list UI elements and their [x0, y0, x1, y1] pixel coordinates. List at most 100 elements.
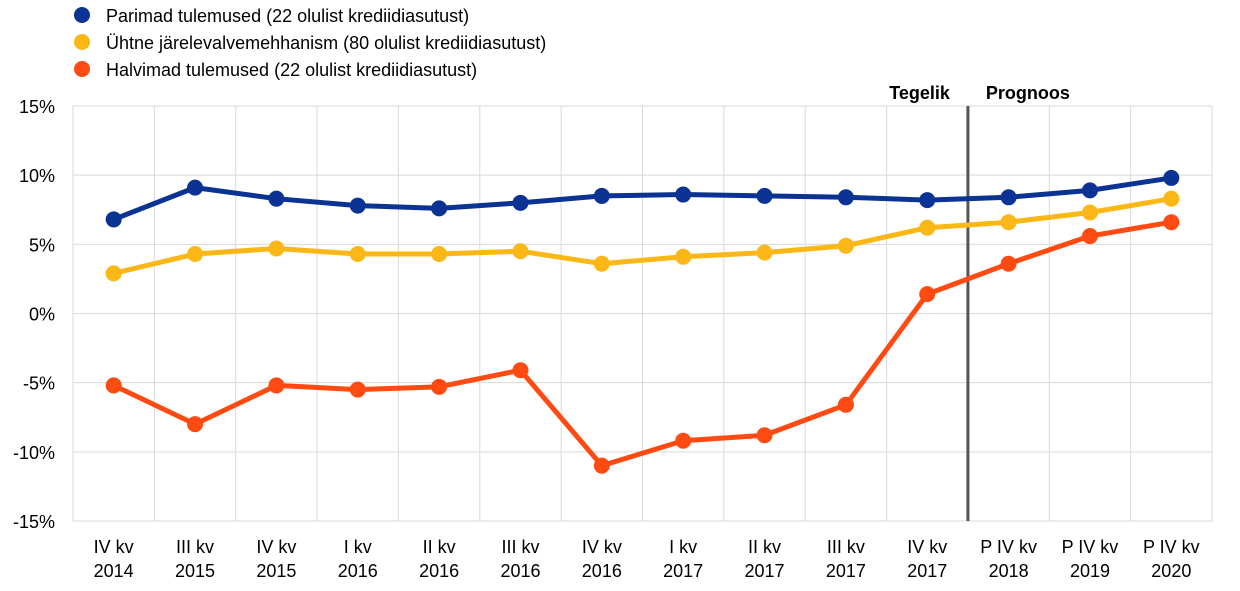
data-point: [349, 381, 366, 398]
series-group: [105, 169, 1180, 474]
data-point: [1081, 228, 1098, 245]
data-point: [593, 255, 610, 272]
data-point: [675, 248, 692, 265]
series-0: [105, 169, 1180, 228]
data-point: [1163, 190, 1180, 207]
x-tick-label: P IV kv: [1062, 537, 1119, 557]
x-tick-label: 2016: [500, 561, 540, 581]
data-point: [268, 190, 285, 207]
x-tick-label: 2014: [94, 561, 134, 581]
data-point: [919, 192, 936, 209]
data-point: [105, 265, 122, 282]
data-point: [593, 187, 610, 204]
period-label-forecast: Prognoos: [986, 83, 1070, 103]
x-tick-label: 2020: [1151, 561, 1191, 581]
x-tick-label: 2016: [582, 561, 622, 581]
x-tick-label: 2017: [745, 561, 785, 581]
data-point: [593, 457, 610, 474]
data-point: [1163, 214, 1180, 231]
data-point: [105, 211, 122, 228]
x-tick-label: IV kv: [582, 537, 622, 557]
x-tick-label: II kv: [423, 537, 456, 557]
period-label-actual: Tegelik: [889, 83, 951, 103]
data-point: [431, 246, 448, 263]
x-tick-label: III kv: [176, 537, 214, 557]
legend-marker-1: [74, 34, 90, 50]
legend-marker-2: [74, 61, 90, 77]
series-1: [105, 190, 1180, 282]
x-tick-label: IV kv: [94, 537, 134, 557]
y-axis-ticks: -15% -10% -5% 0% 5% 10% 15%: [13, 97, 55, 532]
x-tick-label: 2019: [1070, 561, 1110, 581]
data-point: [837, 396, 854, 413]
legend-label-2: Halvimad tulemused (22 olulist krediidia…: [106, 60, 477, 80]
x-tick-label: III kv: [827, 537, 865, 557]
x-tick-label: 2015: [175, 561, 215, 581]
data-point: [1081, 204, 1098, 221]
legend-item: Halvimad tulemused (22 olulist krediidia…: [74, 60, 477, 80]
x-tick-label: IV kv: [256, 537, 296, 557]
x-tick-label: II kv: [748, 537, 781, 557]
forecast-divider: Tegelik Prognoos: [889, 83, 1070, 521]
data-point: [756, 244, 773, 261]
x-tick-label: 2017: [663, 561, 703, 581]
x-tick-label: P IV kv: [980, 537, 1037, 557]
data-point: [675, 432, 692, 449]
data-point: [1081, 182, 1098, 199]
y-tick-label: -5%: [23, 374, 55, 394]
data-point: [919, 286, 936, 303]
x-tick-label: 2018: [989, 561, 1029, 581]
legend-label-1: Ühtne järelevalvemehhanism (80 olulist k…: [106, 33, 546, 53]
data-point: [268, 377, 285, 394]
data-point: [431, 200, 448, 217]
data-point: [187, 416, 204, 433]
legend-item: Parimad tulemused (22 olulist krediidias…: [74, 6, 469, 26]
series-line: [112, 219, 1172, 469]
x-axis-ticks: IV kv 2014 III kv 2015 IV kv 2015 I kv 2016 II k…: [94, 537, 1200, 581]
y-tick-label: -15%: [13, 512, 55, 532]
data-point: [512, 243, 529, 260]
data-point: [756, 427, 773, 444]
x-tick-label: P IV kv: [1143, 537, 1200, 557]
series-line: [112, 175, 1172, 222]
data-point: [1163, 169, 1180, 186]
data-point: [349, 246, 366, 263]
data-point: [512, 362, 529, 379]
x-tick-label: 2016: [338, 561, 378, 581]
data-point: [187, 246, 204, 263]
x-tick-label: 2017: [826, 561, 866, 581]
x-tick-label: IV kv: [907, 537, 947, 557]
legend: Parimad tulemused (22 olulist krediidias…: [74, 6, 546, 80]
data-point: [1000, 255, 1017, 272]
data-point: [919, 219, 936, 236]
x-tick-label: 2016: [419, 561, 459, 581]
y-tick-label: 0%: [29, 305, 55, 325]
y-tick-label: -10%: [13, 443, 55, 463]
data-point: [187, 179, 204, 196]
y-tick-label: 5%: [29, 235, 55, 255]
data-point: [1000, 214, 1017, 231]
data-point: [105, 377, 122, 394]
data-point: [675, 186, 692, 203]
series-line: [113, 196, 1172, 276]
data-point: [349, 197, 366, 214]
data-point: [512, 194, 529, 211]
data-point: [837, 237, 854, 254]
series-2: [105, 214, 1180, 474]
data-point: [837, 189, 854, 206]
x-tick-label: 2017: [907, 561, 947, 581]
data-point: [268, 240, 285, 257]
y-tick-label: 15%: [19, 97, 55, 117]
legend-label-0: Parimad tulemused (22 olulist krediidias…: [106, 6, 469, 26]
legend-item: Ühtne järelevalvemehhanism (80 olulist k…: [74, 33, 546, 53]
x-tick-label: III kv: [501, 537, 539, 557]
x-tick-label: I kv: [344, 537, 372, 557]
grid-lines: [72, 105, 1213, 522]
x-tick-label: I kv: [669, 537, 697, 557]
x-tick-label: 2015: [256, 561, 296, 581]
data-point: [1000, 189, 1017, 206]
y-tick-label: 10%: [19, 166, 55, 186]
data-point: [756, 187, 773, 204]
data-point: [431, 378, 448, 395]
